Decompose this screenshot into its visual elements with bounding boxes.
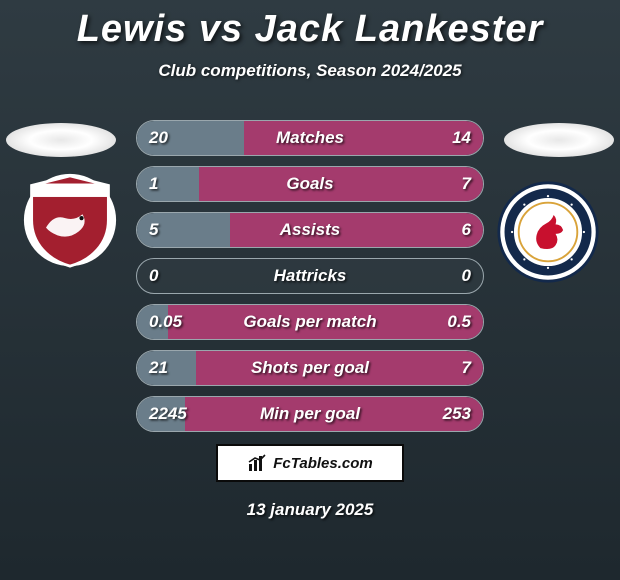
comparison-bars: 2014Matches 17Goals 56Assists 00Hattricks 0.… [136,120,484,442]
chart-icon [247,453,267,473]
page-subtitle: Club competitions, Season 2024/2025 [0,61,620,81]
bar-label: Matches [137,128,483,148]
bar-row: 00Hattricks [136,258,484,294]
bar-row: 2014Matches [136,120,484,156]
right-pedestal-ellipse [504,123,614,157]
bar-label: Assists [137,220,483,240]
right-team-crest [496,180,600,284]
footer-brand-badge: FcTables.com [216,444,404,482]
comparison-infographic: Lewis vs Jack Lankester Club competition… [0,0,620,580]
page-title: Lewis vs Jack Lankester [0,0,620,51]
bar-label: Goals [137,174,483,194]
footer-brand-text: FcTables.com [273,455,372,472]
bar-row: 17Goals [136,166,484,202]
bar-label: Goals per match [137,312,483,332]
bar-label: Hattricks [137,266,483,286]
footer-date: 13 january 2025 [0,500,620,520]
bar-row: 0.050.5Goals per match [136,304,484,340]
left-team-crest [22,172,118,268]
left-pedestal-ellipse [6,123,116,157]
bar-label: Shots per goal [137,358,483,378]
bar-label: Min per goal [137,404,483,424]
bar-row: 217Shots per goal [136,350,484,386]
bar-row: 56Assists [136,212,484,248]
bar-row: 2245253Min per goal [136,396,484,432]
